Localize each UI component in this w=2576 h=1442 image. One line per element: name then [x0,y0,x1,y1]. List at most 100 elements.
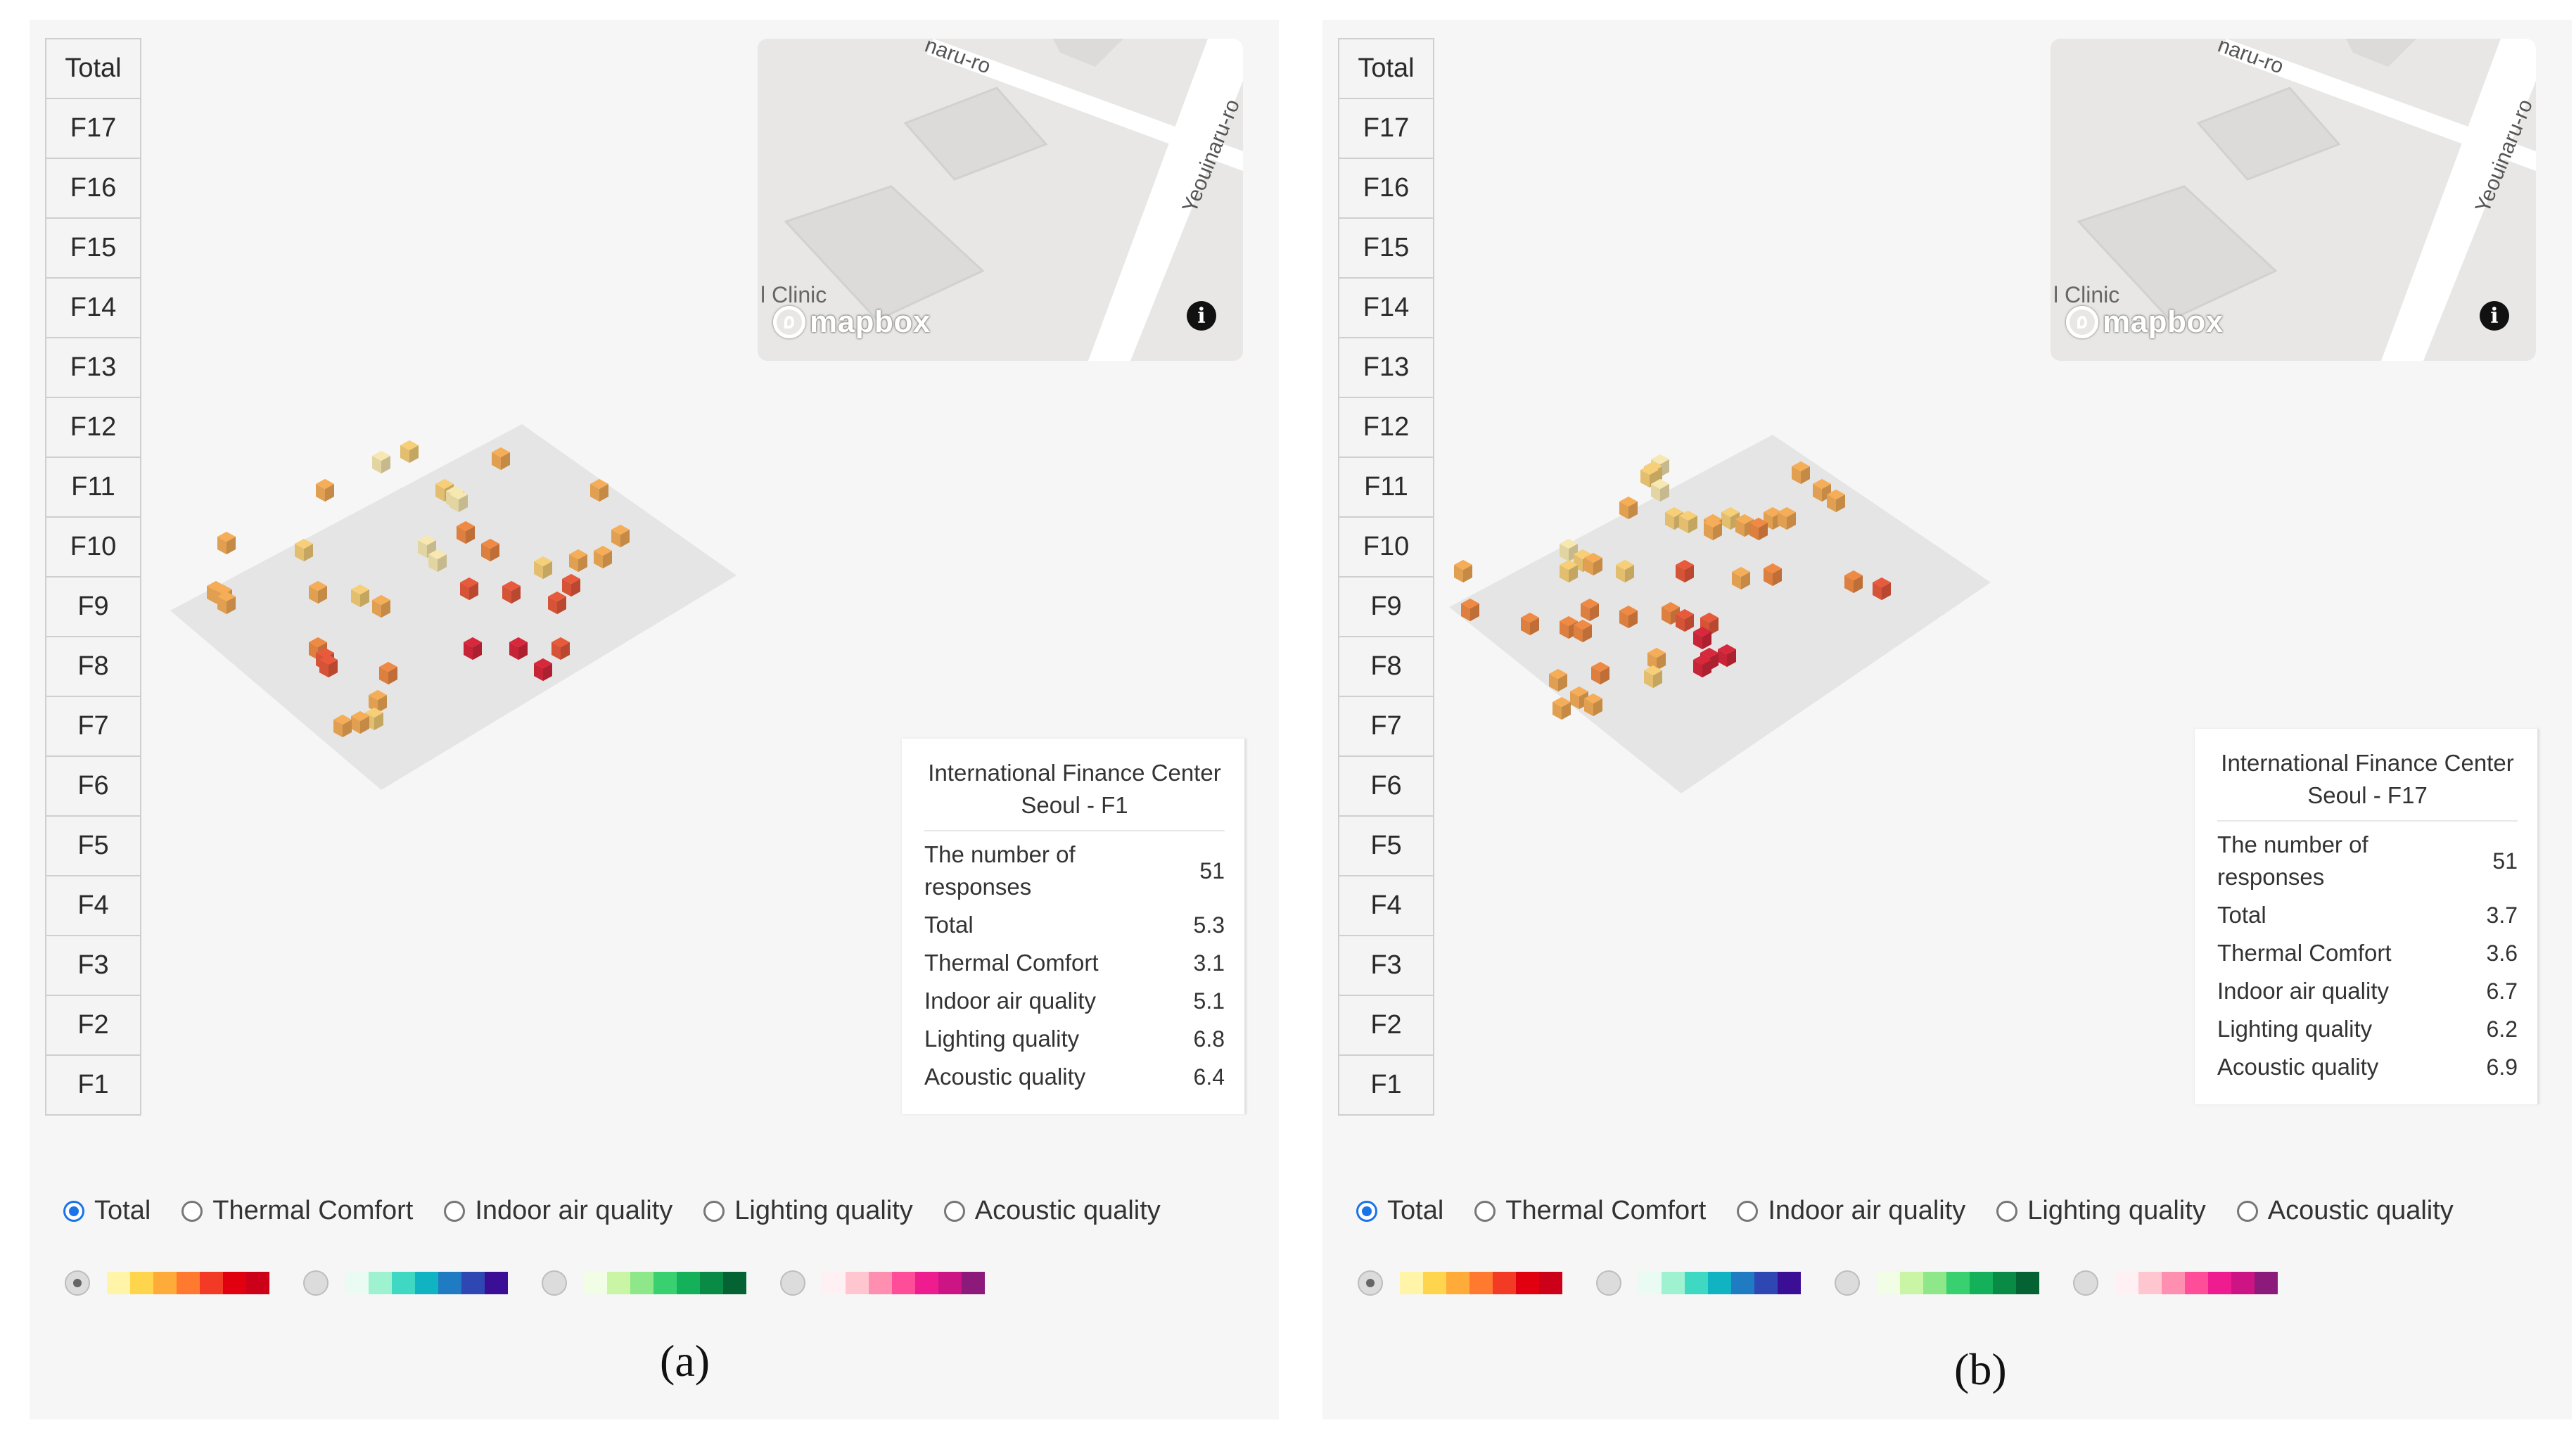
radio-indoor-air-quality[interactable]: Indoor air quality [1737,1196,1965,1226]
minimap[interactable]: naru-ro Yeouinaru-ro l Clinic mapbox i [758,39,1243,361]
sensor-cube[interactable] [1644,665,1662,689]
sensor-cube[interactable] [1560,559,1578,583]
sensor-cube[interactable] [1827,489,1845,513]
sensor-cube[interactable] [1732,566,1750,590]
floor-button-f14[interactable]: F14 [46,279,140,338]
palette-radio[interactable] [65,1270,90,1296]
sensor-cube[interactable] [333,714,352,738]
sensor-cube[interactable] [351,710,369,734]
floor-button-f2[interactable]: F2 [1339,996,1433,1056]
sensor-cube[interactable] [309,580,327,604]
minimap[interactable]: naru-ro Yeouinaru-ro l Clinic mapbox i [2051,39,2536,361]
floor-button-f9[interactable]: F9 [1339,578,1433,637]
sensor-cube[interactable] [569,549,587,573]
blue-palette[interactable] [1596,1270,1801,1296]
green-palette[interactable] [542,1270,746,1296]
floor-button-f10[interactable]: F10 [1339,518,1433,578]
sensor-cube[interactable] [1591,661,1609,685]
sensor-cube[interactable] [217,531,236,555]
sensor-cube[interactable] [351,584,369,608]
floor-button-f10[interactable]: F10 [46,518,140,578]
floor-button-f3[interactable]: F3 [1339,936,1433,996]
floor-button-f14[interactable]: F14 [1339,279,1433,338]
radio-button[interactable] [703,1200,725,1222]
mapbox-logo[interactable]: mapbox [2066,305,2224,340]
radio-indoor-air-quality[interactable]: Indoor air quality [444,1196,672,1226]
floor-button-f2[interactable]: F2 [46,996,140,1056]
floor-button-f4[interactable]: F4 [1339,876,1433,936]
palette-radio[interactable] [2073,1270,2098,1296]
sensor-cube[interactable] [1581,598,1599,622]
sensor-cube[interactable] [502,580,521,604]
sensor-cube[interactable] [1584,552,1602,576]
floor-button-f13[interactable]: F13 [1339,338,1433,398]
info-icon[interactable]: i [2480,301,2509,331]
sensor-cube[interactable] [1693,626,1711,650]
pink-palette[interactable] [2073,1270,2278,1296]
sensor-cube[interactable] [562,573,580,597]
sensor-cube[interactable] [1461,598,1479,622]
sensor-cube[interactable] [1454,559,1472,583]
floor-button-f1[interactable]: F1 [46,1056,140,1116]
radio-button[interactable] [2236,1200,2258,1222]
radio-lighting-quality[interactable]: Lighting quality [703,1196,913,1226]
sensor-cube[interactable] [428,549,447,573]
floor-button-f7[interactable]: F7 [46,697,140,757]
floor-button-f4[interactable]: F4 [46,876,140,936]
sensor-cube[interactable] [1844,570,1863,594]
sensor-cube[interactable] [1679,510,1697,534]
sensor-cube[interactable] [1792,461,1810,485]
pink-palette[interactable] [780,1270,985,1296]
palette-radio[interactable] [542,1270,567,1296]
floor-button-f15[interactable]: F15 [46,219,140,279]
sensor-cube[interactable] [1549,668,1567,692]
sensor-cube[interactable] [372,450,390,474]
sensor-cube[interactable] [611,524,630,548]
sensor-cube[interactable] [379,661,397,685]
blue-palette[interactable] [303,1270,508,1296]
sensor-cube[interactable] [1521,612,1539,636]
sensor-cube[interactable] [492,447,510,471]
sensor-cube[interactable] [1619,605,1638,629]
sensor-cube[interactable] [217,591,236,615]
sensor-cube[interactable] [1693,654,1711,678]
radio-button[interactable] [444,1200,466,1222]
floor-button-f17[interactable]: F17 [1339,99,1433,159]
floor-button-f16[interactable]: F16 [46,159,140,219]
red-palette[interactable] [65,1270,269,1296]
floor-button-f12[interactable]: F12 [46,398,140,458]
sensor-cube[interactable] [1574,619,1592,643]
floor-button-f3[interactable]: F3 [46,936,140,996]
sensor-cube[interactable] [457,521,475,544]
scene-b[interactable] [1442,371,2216,1004]
floor-button-f11[interactable]: F11 [1339,458,1433,518]
floor-button-f5[interactable]: F5 [1339,817,1433,876]
floor-button-f1[interactable]: F1 [1339,1056,1433,1116]
radio-total[interactable]: Total [1356,1196,1443,1226]
radio-button[interactable] [1737,1200,1759,1222]
floor-button-f6[interactable]: F6 [46,757,140,817]
floor-button-f9[interactable]: F9 [46,578,140,637]
sensor-cube[interactable] [590,478,608,502]
palette-radio[interactable] [1596,1270,1621,1296]
sensor-cube[interactable] [1552,696,1571,720]
floor-button-total[interactable]: Total [1339,39,1433,99]
sensor-cube[interactable] [551,637,570,661]
radio-acoustic-quality[interactable]: Acoustic quality [2236,1196,2454,1226]
sensor-cube[interactable] [1749,517,1768,541]
red-palette[interactable] [1358,1270,1562,1296]
palette-radio[interactable] [780,1270,805,1296]
floor-button-f11[interactable]: F11 [46,458,140,518]
radio-button[interactable] [63,1200,84,1222]
palette-radio[interactable] [1358,1270,1383,1296]
sensor-cube[interactable] [1718,644,1736,668]
radio-button[interactable] [1356,1200,1377,1222]
palette-radio[interactable] [303,1270,329,1296]
sensor-cube[interactable] [1619,496,1638,520]
scene-a[interactable] [149,371,923,1004]
palette-radio[interactable] [1835,1270,1860,1296]
info-icon[interactable]: i [1187,301,1216,331]
sensor-cube[interactable] [372,594,390,618]
floor-button-f7[interactable]: F7 [1339,697,1433,757]
sensor-cube[interactable] [1647,647,1666,671]
